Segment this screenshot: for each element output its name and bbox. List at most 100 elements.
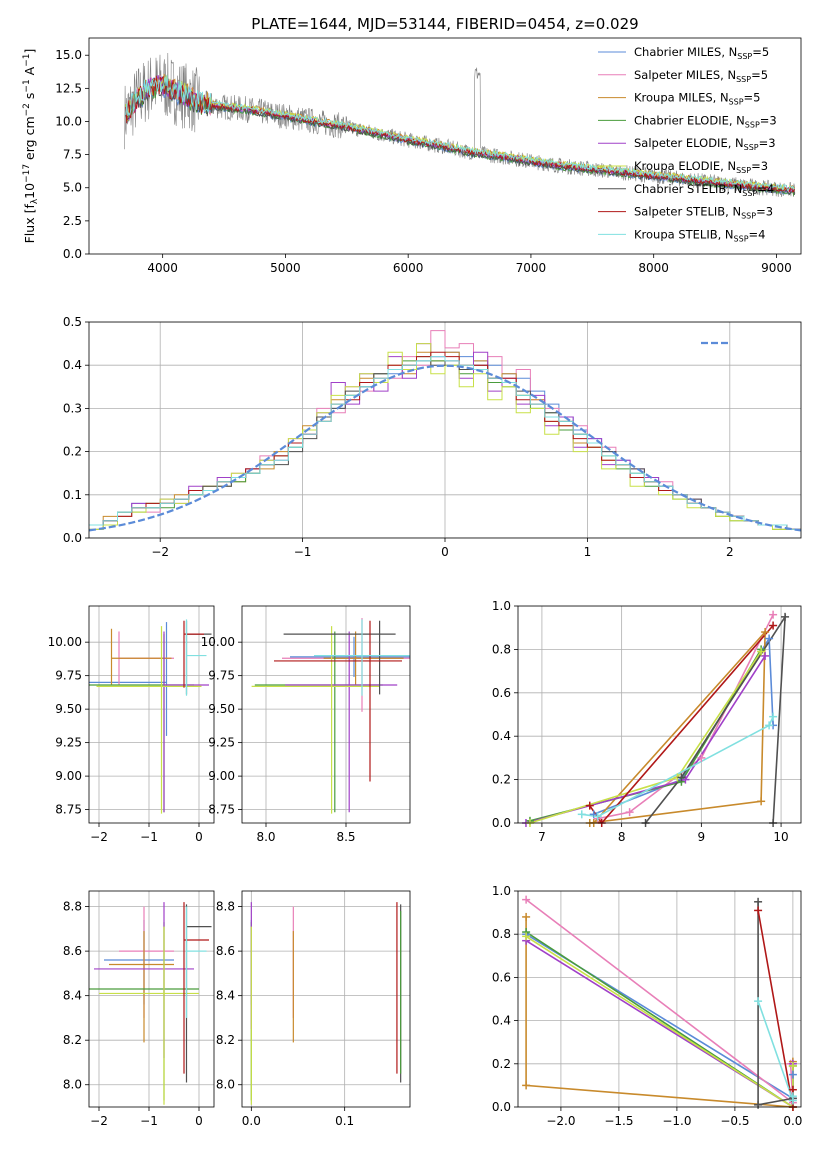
y-axis-label-part: ]	[22, 49, 37, 54]
mass-weight-line	[581, 716, 774, 818]
plot-area	[89, 606, 214, 823]
y-tick-label: 0.2	[63, 445, 82, 459]
y-tick-label: 1.0	[492, 599, 511, 613]
y-tick-label: 9.75	[55, 669, 82, 683]
panel-age-vs-Z: −2 −1 0 8.75 9.00 9.25 9.50 9.75 10.00	[48, 605, 215, 844]
mass-weight-line	[525, 655, 766, 823]
y-tick-label: 15.0	[55, 48, 82, 62]
y-axis-label-part: −1	[22, 79, 32, 92]
y-tick-label: 9.00	[208, 769, 235, 783]
plus-marker	[761, 651, 770, 660]
legend-suffix: =3	[759, 136, 776, 150]
x-tick-label: 0	[195, 830, 203, 844]
plus-marker	[765, 634, 774, 643]
legend-text: Kroupa MILES, N	[634, 91, 729, 105]
plus-marker	[754, 1100, 763, 1109]
x-tick-label: −1	[140, 1114, 158, 1128]
legend-subscript: SSP	[741, 212, 756, 221]
legend-subscript: SSP	[745, 120, 760, 129]
mass-weight-line	[525, 916, 794, 1107]
legend-entry: Kroupa MILES, NSSP=5	[634, 91, 760, 107]
axes-frame	[88, 890, 215, 1108]
plus-marker	[754, 997, 763, 1006]
panel-mass-vs-Z: −2 −1 0 8.0 8.2 8.4 8.6 8.8	[63, 890, 215, 1128]
x-tick-label: 7000	[516, 261, 547, 275]
legend-entry: Chabrier MILES, NSSP=5	[634, 45, 769, 61]
y-tick-label: 8.75	[208, 803, 235, 817]
legend-subscript: SSP	[734, 234, 749, 243]
plus-marker	[769, 621, 778, 630]
x-tick-label: 8.5	[336, 830, 355, 844]
plus-marker	[788, 1092, 797, 1101]
plus-marker	[757, 797, 766, 806]
x-tick-label: 0	[195, 1114, 203, 1128]
y-tick-label: 8.0	[216, 1078, 235, 1092]
plus-marker	[625, 808, 634, 817]
y-tick-label: 0.6	[492, 970, 511, 984]
axes-frame	[88, 37, 802, 255]
plus-marker	[585, 801, 594, 810]
x-tick-label: −2	[90, 1114, 108, 1128]
legend-entry: Chabrier ELODIE, NSSP=3	[634, 113, 777, 129]
y-tick-label: 8.2	[216, 1033, 235, 1047]
y-tick-label: 9.50	[208, 702, 235, 716]
axes-frame	[241, 890, 411, 1108]
y-tick-label: 12.5	[55, 81, 82, 95]
y-tick-label: 10.0	[55, 114, 82, 128]
y-axis-label: Flux [fλ10−17 erg cm−2 s−1 A−1]	[22, 49, 40, 244]
plus-marker	[769, 712, 778, 721]
y-axis-label-part: 10	[22, 183, 37, 199]
legend-suffix: =3	[756, 205, 773, 219]
legend-entry: Kroupa STELIB, NSSP=4	[634, 227, 765, 243]
legend-suffix: =5	[751, 68, 768, 82]
y-tick-label: 8.6	[63, 944, 82, 958]
plus-marker	[769, 610, 778, 619]
plus-marker	[697, 753, 706, 762]
x-tick-label: 9	[698, 830, 706, 844]
legend-suffix: =4	[757, 182, 774, 196]
mass-weight-line	[525, 935, 794, 1107]
y-axis-label-part: −2	[22, 103, 32, 116]
legend-entry: Chabrier STELIB, NSSP=4	[634, 182, 774, 198]
y-axis-label-part: Flux [f	[22, 204, 37, 244]
gaussian-reference-curve	[89, 364, 801, 532]
panel-mass-vs-EBV: 0.0 0.1 8.0 8.2 8.4 8.6 8.8	[216, 890, 411, 1128]
x-tick-label: 8	[618, 830, 626, 844]
x-tick-label: 0.1	[335, 1114, 354, 1128]
legend-entry: Kroupa ELODIE, NSSP=3	[634, 159, 768, 175]
y-tick-label: 8.8	[216, 900, 235, 914]
legend-text: Chabrier STELIB, N	[634, 182, 742, 196]
y-tick-label: 7.5	[63, 148, 82, 162]
y-tick-label: 0.1	[63, 488, 82, 502]
x-tick-label: −2.0	[546, 1114, 575, 1128]
plus-marker	[754, 906, 763, 915]
y-tick-label: 9.00	[55, 769, 82, 783]
x-tick-label: 8.0	[256, 830, 275, 844]
legend-text: Chabrier ELODIE, N	[634, 113, 745, 127]
mass-weight-line	[757, 1000, 794, 1101]
plus-marker	[522, 895, 531, 904]
plus-marker	[522, 912, 531, 921]
x-tick-label: −2	[151, 545, 169, 559]
plus-marker	[522, 932, 531, 941]
plus-marker	[522, 1081, 531, 1090]
legend-subscript: SSP	[729, 98, 744, 107]
y-tick-label: 0.0	[492, 1100, 511, 1114]
y-tick-label: 8.4	[63, 989, 82, 1003]
y-tick-label: 10.00	[48, 635, 82, 649]
plot-area	[89, 891, 214, 1107]
model-spectrum-line	[125, 74, 795, 192]
panel-mass-weight-vs-age: 7 8 9 10 0.0 0.2 0.4 0.6 0.8 1.0	[492, 599, 802, 844]
axes-frame	[88, 321, 802, 539]
y-tick-label: 9.25	[208, 736, 235, 750]
legend-text: Salpeter MILES, N	[634, 68, 736, 82]
plus-marker	[577, 810, 586, 819]
mass-weight-line	[644, 613, 787, 823]
panel-age-vs-mass: 8.0 8.5 8.75 9.00 9.25 9.50 9.75 10.00	[201, 605, 411, 844]
y-tick-label: 0.5	[63, 315, 82, 329]
plus-marker	[593, 812, 602, 821]
x-tick-label: 8000	[638, 261, 669, 275]
y-tick-label: 0.2	[492, 773, 511, 787]
plus-marker	[765, 721, 774, 730]
